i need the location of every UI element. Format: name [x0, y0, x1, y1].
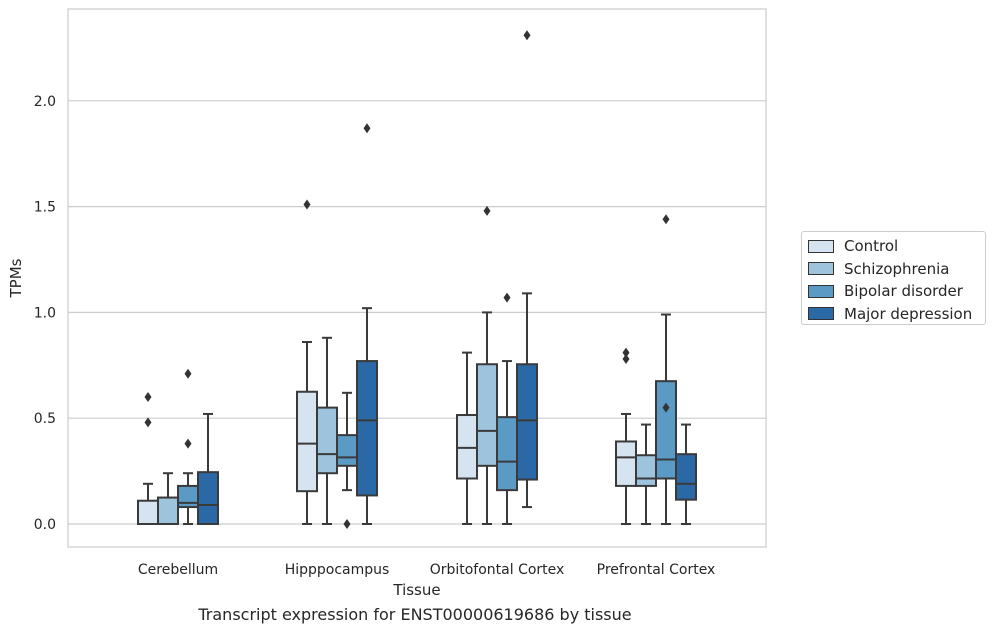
- outlier-point: [622, 353, 630, 364]
- plot-area: [137, 30, 697, 529]
- legend-item: Bipolar disorder: [808, 280, 979, 303]
- y-axis-ticks: 0.0 0.5 1.0 1.5 2.0: [34, 94, 56, 533]
- box-schizophrenia: [316, 336, 338, 525]
- outlier-point: [662, 402, 670, 413]
- x-tick-label: Prefrontal Cortex: [597, 562, 716, 578]
- chart-caption: Transcript expression for ENST0000061968…: [198, 605, 632, 624]
- legend-label: Control: [844, 237, 899, 256]
- box-control: [456, 351, 478, 525]
- box-body: [197, 471, 219, 525]
- box-body: [356, 360, 378, 497]
- box-bipolar-disorder: [336, 391, 358, 529]
- box-bipolar-disorder: [655, 214, 677, 525]
- box-major-depression: [197, 412, 219, 525]
- legend-label: Bipolar disorder: [844, 282, 963, 301]
- box-major-depression: [675, 423, 697, 525]
- box-control: [615, 347, 637, 525]
- box-body: [615, 440, 637, 487]
- y-tick-label: 0.5: [34, 411, 56, 427]
- outlier-point: [184, 438, 192, 449]
- outlier-point: [343, 519, 351, 529]
- box-schizophrenia: [476, 205, 498, 525]
- legend-swatch: [808, 284, 834, 298]
- legend-label: Major depression: [844, 304, 973, 323]
- legend-swatch: [808, 307, 834, 321]
- outlier-point: [503, 292, 511, 303]
- box-body: [476, 363, 498, 467]
- outlier-point: [363, 123, 371, 134]
- x-tick-label: Cerebellum: [138, 562, 218, 578]
- legend-swatch: [808, 239, 834, 253]
- outlier-point: [622, 347, 630, 358]
- outlier-point: [144, 392, 152, 403]
- y-tick-label: 1.0: [34, 305, 56, 321]
- box-body: [296, 390, 318, 493]
- y-axis-label: TPMs: [7, 258, 25, 298]
- box-control: [137, 392, 159, 525]
- box-major-depression: [516, 30, 538, 509]
- box-body: [177, 484, 199, 509]
- box-body: [655, 380, 677, 480]
- box-body: [137, 499, 159, 525]
- box-body: [456, 414, 478, 480]
- y-tick-label: 2.0: [34, 94, 56, 110]
- box-control: [296, 199, 318, 525]
- plot-frame: [67, 8, 767, 548]
- legend-swatch: [808, 262, 834, 276]
- x-axis-ticks: Cerebellum Hipppocampus Orbitofontal Corte…: [138, 562, 715, 578]
- box-bipolar-disorder: [177, 368, 199, 525]
- box-body: [336, 434, 358, 467]
- x-tick-label: Orbitofontal Cortex: [430, 562, 565, 578]
- outlier-point: [184, 368, 192, 379]
- box-body: [316, 406, 338, 475]
- box-body: [635, 454, 657, 487]
- outlier-point: [303, 199, 311, 210]
- outlier-point: [662, 214, 670, 225]
- box-schizophrenia: [157, 472, 179, 525]
- box-body: [157, 496, 179, 525]
- y-tick-label: 0.0: [34, 517, 56, 533]
- box-bipolar-disorder: [496, 292, 518, 525]
- box-body: [516, 363, 538, 481]
- x-tick-label: Hipppocampus: [285, 562, 390, 578]
- legend-label: Schizophrenia: [844, 259, 950, 278]
- box-major-depression: [356, 123, 378, 525]
- box-body: [496, 416, 518, 492]
- box-body: [675, 453, 697, 501]
- outlier-point: [144, 417, 152, 428]
- legend: Control Schizophrenia Bipolar disorder Majo…: [801, 231, 986, 325]
- outlier-point: [523, 30, 531, 41]
- box-schizophrenia: [635, 423, 657, 525]
- outlier-point: [483, 205, 491, 216]
- legend-item: Major depression: [808, 303, 979, 326]
- x-axis-label: Tissue: [392, 581, 440, 599]
- y-tick-label: 1.5: [34, 200, 56, 216]
- legend-item: Schizophrenia: [808, 258, 979, 281]
- legend-item: Control: [808, 235, 979, 258]
